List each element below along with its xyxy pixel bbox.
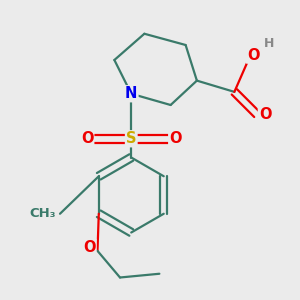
Text: O: O: [247, 48, 260, 63]
Text: S: S: [126, 131, 136, 146]
Text: O: O: [169, 131, 182, 146]
Text: N: N: [125, 86, 137, 101]
Text: O: O: [83, 240, 95, 255]
Text: O: O: [259, 107, 272, 122]
Text: CH₃: CH₃: [30, 207, 56, 220]
Text: O: O: [81, 131, 93, 146]
Text: H: H: [264, 37, 274, 50]
